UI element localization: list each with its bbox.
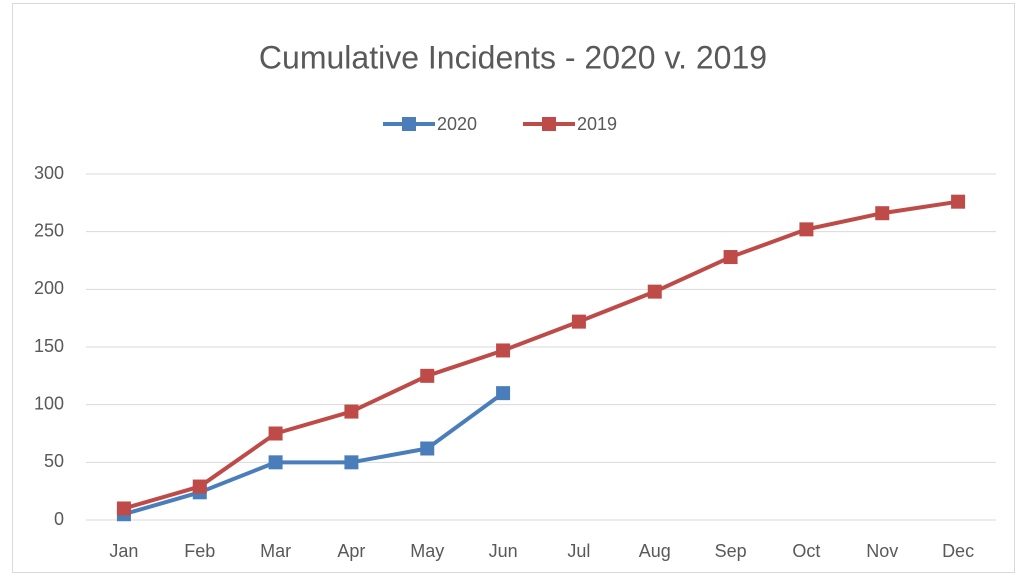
x-tick-label: Dec [942,541,974,561]
x-tick-label: Feb [184,541,215,561]
point-marker [496,343,511,358]
x-tick-label: Jun [489,541,518,561]
legend-swatch-marker [542,117,556,131]
point-marker [268,426,283,441]
y-tick-label: 250 [34,220,64,240]
point-marker [268,455,283,470]
point-marker [496,386,511,401]
x-tick-label: Jan [109,541,138,561]
point-marker [116,501,131,516]
point-marker [951,194,966,209]
x-tick-label: Oct [792,541,820,561]
legend-label: 2020 [437,114,477,134]
y-tick-label: 200 [34,278,64,298]
point-marker [723,250,738,265]
x-tick-label: May [410,541,444,561]
x-tick-label: Mar [260,541,291,561]
chart-border [12,3,1015,573]
point-marker [344,455,359,470]
legend-label: 2019 [577,114,617,134]
y-tick-label: 0 [54,509,64,529]
point-marker [571,314,586,329]
point-marker [420,368,435,383]
point-marker [647,284,662,299]
point-marker [875,206,890,221]
x-tick-label: Aug [639,541,671,561]
point-marker [344,404,359,419]
point-marker [799,222,814,237]
legend-swatch-marker [402,117,416,131]
x-tick-label: Sep [715,541,747,561]
y-tick-label: 100 [34,393,64,413]
y-tick-label: 150 [34,336,64,356]
chart-title: Cumulative Incidents - 2020 v. 2019 [259,39,767,75]
series-line [123,391,505,517]
y-tick-label: 50 [44,451,64,471]
x-tick-label: Jul [567,541,590,561]
series-line [123,199,959,511]
point-marker [192,479,207,494]
point-marker [420,441,435,456]
x-tick-label: Nov [866,541,898,561]
y-tick-label: 300 [34,163,64,183]
x-tick-label: Apr [337,541,365,561]
